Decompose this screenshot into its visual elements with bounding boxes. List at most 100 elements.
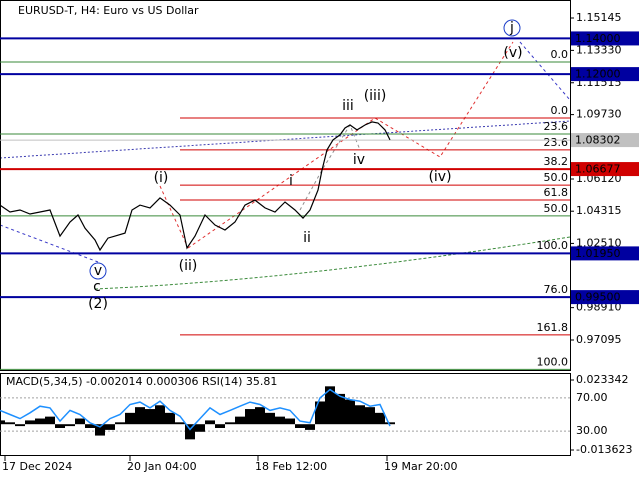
wave-path bbox=[187, 41, 514, 249]
level-label: 1.08302 bbox=[575, 134, 621, 147]
wave-label: (i) bbox=[154, 170, 169, 186]
macd-bar bbox=[245, 409, 255, 425]
macd-bar bbox=[205, 420, 215, 425]
fib-label: 0.0 bbox=[551, 48, 569, 61]
macd-bar bbox=[345, 399, 355, 425]
fib-label: 23.6 bbox=[544, 120, 569, 133]
green-curve bbox=[94, 236, 571, 290]
x-tick-label: 17 Dec 2024 bbox=[2, 460, 72, 473]
wave-path bbox=[519, 41, 571, 101]
level-box bbox=[571, 31, 639, 46]
y-tick-label: 1.13330 bbox=[576, 43, 622, 56]
macd-bar bbox=[185, 424, 195, 440]
y-tick-label: 1.02510 bbox=[576, 236, 622, 249]
macd-bar bbox=[125, 412, 135, 425]
wave-label: i bbox=[289, 173, 293, 189]
macd-bar bbox=[25, 420, 35, 425]
macd-bar bbox=[305, 424, 315, 430]
price-line bbox=[0, 121, 391, 252]
wave-path bbox=[299, 123, 361, 211]
macd-bar bbox=[5, 422, 15, 425]
wave-circle bbox=[89, 262, 107, 280]
rsi-line bbox=[0, 388, 391, 431]
macd-bar bbox=[325, 386, 335, 425]
macd-bar bbox=[215, 424, 225, 428]
chart-title: EURUSD-T, H4: Euro vs US Dollar bbox=[18, 4, 199, 17]
wave-label: v bbox=[94, 263, 102, 279]
macd-bar bbox=[45, 416, 55, 425]
macd-bar bbox=[385, 422, 395, 425]
trend-line bbox=[0, 120, 571, 159]
level-box bbox=[571, 290, 639, 305]
macd-bar bbox=[105, 424, 115, 430]
level-label: 1.01950 bbox=[575, 247, 621, 260]
indicator-frame bbox=[0, 373, 571, 456]
fib-label: 50.0 bbox=[544, 171, 569, 184]
x-tick-label: 18 Feb 12:00 bbox=[255, 460, 327, 473]
y2-tick-label: 30.00 bbox=[576, 424, 608, 437]
wave-circle bbox=[503, 19, 521, 37]
level-label: 1.12000 bbox=[575, 68, 621, 81]
x-tick-label: 20 Jan 04:00 bbox=[127, 460, 197, 473]
wave-label: j bbox=[509, 20, 514, 36]
fib-label: 61.8 bbox=[544, 186, 569, 199]
macd-bar bbox=[265, 412, 275, 425]
level-box bbox=[571, 133, 639, 148]
level-label: 0.99500 bbox=[575, 291, 621, 304]
wave-label: (iv) bbox=[428, 169, 451, 185]
level-label: 1.06677 bbox=[575, 163, 621, 176]
y-tick-label: -0.013623 bbox=[576, 443, 632, 456]
macd-bar bbox=[35, 418, 45, 425]
wave-label: ii bbox=[303, 230, 311, 246]
fib-label: 38.2 bbox=[544, 155, 569, 168]
macd-bar bbox=[335, 393, 345, 425]
macd-bar bbox=[135, 407, 145, 425]
macd-bar bbox=[65, 424, 75, 427]
macd-bar bbox=[275, 416, 285, 425]
macd-bar bbox=[85, 424, 95, 428]
macd-bar bbox=[375, 412, 385, 425]
wave-path bbox=[159, 185, 189, 249]
macd-bar bbox=[0, 420, 5, 425]
level-label: 1.14000 bbox=[575, 32, 621, 45]
y-tick-label: 0.023342 bbox=[576, 373, 629, 386]
fib-label: 50.0 bbox=[544, 202, 569, 215]
wave-label: (2) bbox=[88, 296, 108, 312]
macd-bar bbox=[15, 424, 25, 427]
level-box bbox=[571, 246, 639, 261]
macd-bar bbox=[155, 405, 165, 425]
fib-label: 76.0 bbox=[544, 283, 569, 296]
fib-label: 100.0 bbox=[537, 239, 569, 252]
fib-label: 100.0 bbox=[537, 355, 569, 368]
wave-label: (iii) bbox=[364, 88, 387, 104]
y-tick-label: 0.97095 bbox=[576, 333, 622, 346]
macd-bar bbox=[365, 407, 375, 425]
wave-label: iv bbox=[353, 152, 365, 168]
macd-bar bbox=[165, 412, 175, 425]
macd-bar bbox=[55, 424, 65, 428]
fib-label: 161.8 bbox=[537, 321, 569, 334]
wave-label: (ii) bbox=[179, 258, 198, 274]
wave-label: iii bbox=[342, 98, 354, 114]
macd-bar bbox=[235, 416, 245, 425]
indicator-title: MACD(5,34,5) -0.002014 0.000306 RSI(14) … bbox=[6, 375, 277, 388]
macd-bar bbox=[225, 422, 235, 425]
y-tick-label: 1.09730 bbox=[576, 108, 622, 121]
fib-label: 0.0 bbox=[551, 104, 569, 117]
macd-bar bbox=[95, 424, 105, 436]
macd-bar bbox=[115, 422, 125, 425]
main-frame bbox=[0, 0, 571, 371]
macd-bar bbox=[195, 424, 205, 432]
x-tick-label: 19 Mar 20:00 bbox=[384, 460, 457, 473]
macd-bar bbox=[255, 407, 265, 425]
fib-label: 23.6 bbox=[544, 136, 569, 149]
wave-label: c bbox=[93, 279, 101, 295]
macd-bar bbox=[175, 422, 185, 425]
y2-tick-label: 70.00 bbox=[576, 391, 608, 404]
level-box bbox=[571, 162, 639, 177]
projection-lines bbox=[0, 41, 571, 290]
macd-bar bbox=[295, 424, 305, 428]
y-tick-label: 1.04315 bbox=[576, 204, 622, 217]
wave-label: (v) bbox=[503, 45, 522, 61]
